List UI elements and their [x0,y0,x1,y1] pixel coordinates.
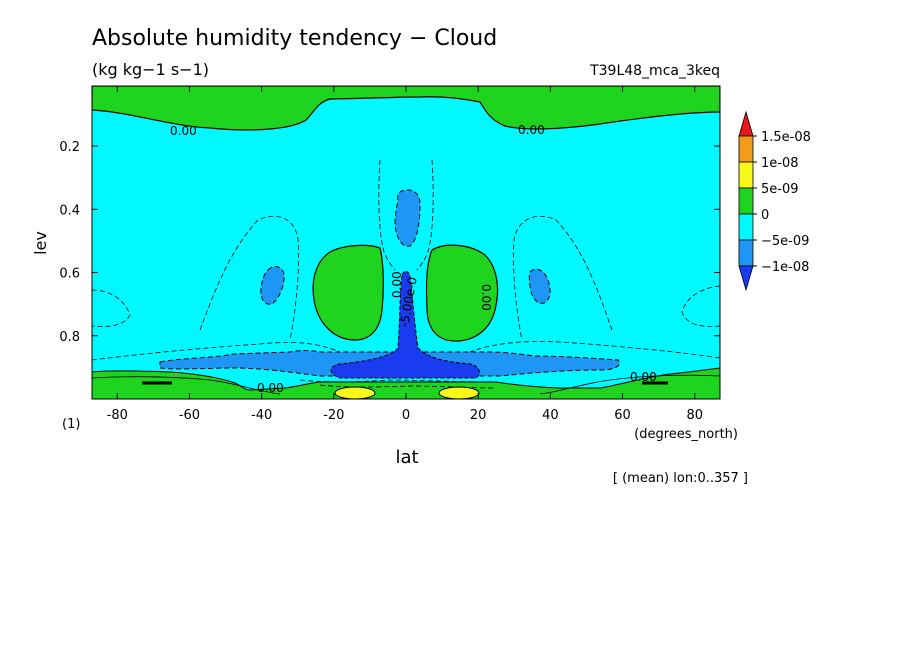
contour-label: 0.00 [390,271,404,298]
colorbar: 1.5e-08 1e-08 5e-09 0 −5e-09 −1e-08 [738,110,811,292]
contour-fill-deep-core [330,270,480,379]
y-tick-label: 0.4 [59,203,80,218]
footnote: [ (mean) lon:0..357 ] [613,471,748,486]
x-axis-units: (degrees_north) [634,427,738,442]
contour-fill-left-blob [312,244,384,341]
contour-lines-solid [92,374,720,395]
colorbar-label: −1e-08 [761,260,809,275]
colorbar-swatch [738,213,754,241]
colorbar-label: 1.5e-08 [761,130,811,145]
x-tick-label: 80 [686,408,703,423]
x-tick-label: -40 [251,408,272,423]
contour-label: 0.00 [518,123,545,137]
contour-label: 0.00 [170,124,197,138]
colorbar-label: 0 [761,208,769,223]
colorbar-swatch [738,110,754,137]
x-axis: -80 -60 -40 -20 0 20 40 60 80 [107,86,703,423]
contour-fill-right-blob [425,244,499,342]
contour-fill-bottom-band [92,367,720,399]
x-tick-label: 20 [470,408,487,423]
colorbar-swatch [738,135,754,163]
y-tick-label: 0.2 [59,140,80,155]
y-tick-label: 0.8 [59,330,80,345]
y-tick-label: 0.6 [59,267,80,282]
chart-title: Absolute humidity tendency − Cloud [92,26,497,51]
contour-label: 0.00 [479,284,493,311]
x-axis-label: lat [395,447,418,468]
x-tick-label: -80 [107,408,128,423]
contour-label: 0.00 [257,381,284,395]
contour-fill-right-spot [528,268,551,304]
contour-fill-upper-core [394,189,421,247]
colorbar-swatch [738,161,754,189]
y-axis-label: lev [31,231,50,255]
colorbar-swatch [738,265,754,292]
x-tick-label: 0 [402,408,410,423]
colorbar-label: 5e-09 [761,182,799,197]
contour-fill-top-band [92,86,720,131]
colorbar-swatch [738,239,754,267]
colorbar-label: 1e-08 [761,156,799,171]
contour-fill-left-spot [260,266,285,305]
x-tick-label: 60 [614,408,631,423]
experiment-label: T39L48_mca_3keq [589,63,720,79]
contour-label: 0.00 [630,370,657,384]
contour-lines-dashed [92,159,720,389]
colorbar-label: −5e-09 [761,234,809,249]
colorbar-swatch [738,187,754,215]
x-tick-label: -20 [323,408,344,423]
chart-units: (kg kg−1 s−1) [92,60,209,79]
contour-fill-yellow-right [438,386,480,399]
y-axis-units: (1) [62,417,80,432]
contour-fill-yellow-left [334,386,376,399]
contour-field: 0.00 0.00 0.00 0.00 -5.00e-0 0.00 0.00 [92,86,720,399]
y-axis: 0.2 0.4 0.6 0.8 [59,140,720,345]
x-tick-label: -60 [179,408,200,423]
x-tick-label: 40 [542,408,559,423]
